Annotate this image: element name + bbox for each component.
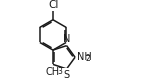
Text: 3: 3 (58, 67, 62, 76)
Text: N: N (63, 34, 71, 44)
Text: S: S (63, 70, 69, 80)
Text: CH: CH (46, 67, 60, 77)
Text: Cl: Cl (48, 0, 59, 10)
Text: 2: 2 (86, 54, 91, 63)
Text: NH: NH (77, 52, 92, 62)
